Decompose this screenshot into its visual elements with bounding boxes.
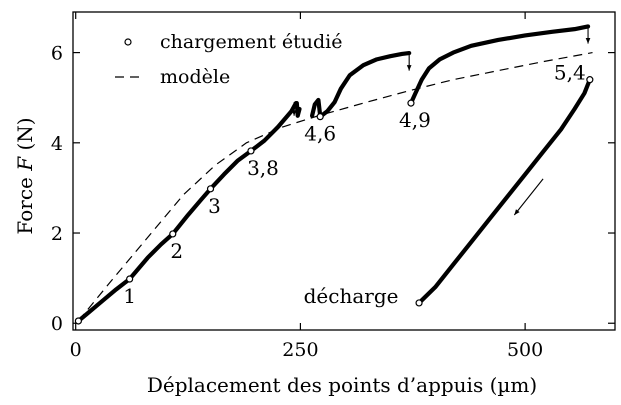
experimental-curve-segment <box>416 77 592 306</box>
y-axis-title-suffix: (N) <box>13 117 37 156</box>
x-tick-label: 0 <box>70 339 82 361</box>
annotation-label: 1 <box>123 284 136 308</box>
legend-label-experimental: chargement étudié <box>160 31 342 53</box>
arrow-head <box>514 209 520 215</box>
annotation-label: 3,8 <box>247 156 279 180</box>
annotation-label: 2 <box>170 239 183 263</box>
y-axis-title: Force F (N) <box>13 117 37 234</box>
experimental-curve-segment <box>318 50 412 119</box>
data-marker <box>407 99 415 107</box>
arrow-head <box>585 38 591 44</box>
x-tick-label: 250 <box>282 339 318 361</box>
arrow-head <box>291 110 297 116</box>
data-marker <box>586 76 594 84</box>
experimental-curve-segment <box>309 97 323 118</box>
arrow-line <box>513 178 544 216</box>
annotation-label: 3 <box>208 194 221 218</box>
experimental-curve-segment <box>408 24 591 106</box>
data-marker <box>316 113 324 121</box>
data-marker <box>247 147 255 155</box>
annotation-label: 5,4 <box>554 61 586 85</box>
data-marker <box>169 230 177 238</box>
y-tick-label: 2 <box>51 223 63 245</box>
y-tick-label: 4 <box>51 133 63 155</box>
plot-frame <box>72 11 616 331</box>
arrow-head <box>406 65 412 71</box>
legend-marker-experimental <box>124 38 132 46</box>
annotation-label: 4,6 <box>304 122 336 146</box>
plot-area: 0 250 500 0 2 4 6 1 2 3 3,8 4,6 4,9 5,4 décharge charge… <box>51 11 616 361</box>
data-marker <box>206 185 215 193</box>
y-tick-label: 0 <box>51 313 63 335</box>
y-axis-title-prefix: Force <box>13 171 37 235</box>
x-tick-label: 500 <box>507 339 543 361</box>
experimental-curve-segment <box>76 101 299 324</box>
data-marker <box>415 299 423 307</box>
annotation-label: décharge <box>304 284 399 308</box>
annotation-label: 4,9 <box>399 108 431 132</box>
y-axis-title-variable: F <box>13 156 37 172</box>
model-line <box>77 52 593 322</box>
x-axis-title: Déplacement des points d’appuis (µm) <box>147 373 537 397</box>
data-marker <box>74 317 82 325</box>
legend-label-model: modèle <box>160 66 230 88</box>
data-marker <box>126 275 134 283</box>
experimental-curve-segment <box>294 101 302 118</box>
y-tick-label: 6 <box>51 43 63 65</box>
